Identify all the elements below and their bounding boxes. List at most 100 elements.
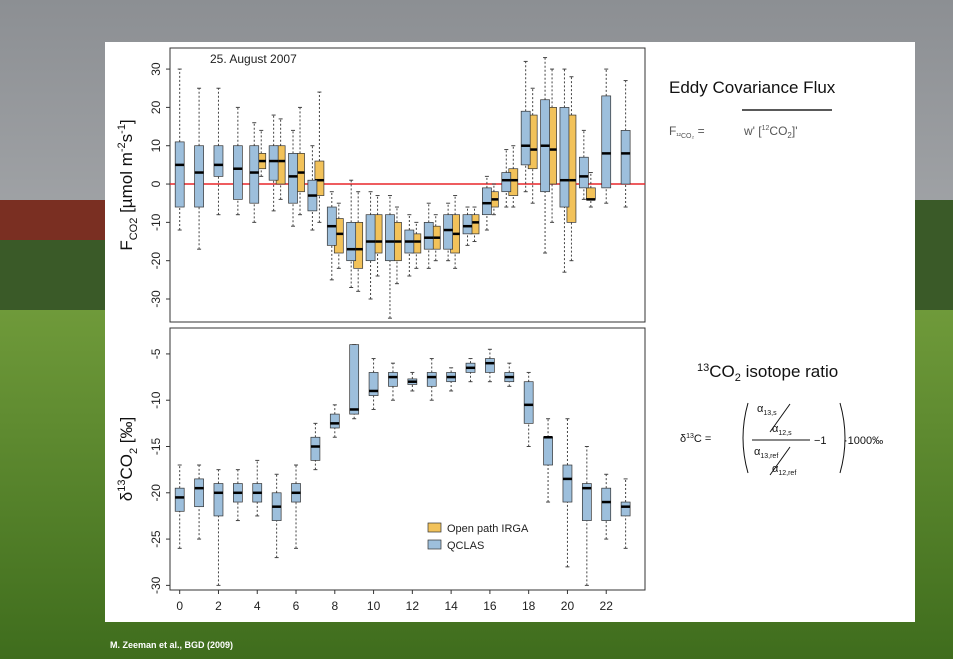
box [385, 215, 394, 261]
formula-part: F [669, 124, 676, 138]
y-label-part: CO2 [128, 218, 140, 241]
box [214, 484, 223, 516]
x-tick-label: 10 [367, 599, 381, 613]
formula-part: 13,s [763, 410, 777, 417]
x-tick-label: 2 [215, 599, 222, 613]
box [586, 188, 595, 199]
x-tick-label: 8 [331, 599, 338, 613]
box [214, 146, 223, 177]
y-tick-label: -25 [149, 530, 163, 548]
formula-part: ¹²CO₂ [676, 133, 694, 140]
formula-part: δ13C = [680, 433, 711, 445]
page: {"slide": { "flux_title": "Eddy Covarian… [0, 0, 953, 659]
box [311, 437, 320, 460]
box [195, 146, 204, 207]
x-tick-label: 12 [406, 599, 420, 613]
title-part: 13 [697, 362, 709, 374]
background-trees [0, 240, 110, 320]
formula-part: 12 [762, 125, 770, 132]
y-label-part: s [117, 134, 136, 143]
box [621, 502, 630, 516]
y-label-part: 13 [116, 480, 128, 492]
y-tick-label: -10 [149, 391, 163, 409]
y-label-part: -2 [116, 142, 128, 152]
box [388, 372, 397, 386]
box [560, 107, 569, 207]
x-tick-label: 16 [483, 599, 497, 613]
box [427, 372, 436, 386]
annotation: 25. August 2007 [210, 52, 297, 66]
y-tick-label: 0 [149, 180, 163, 187]
formula-part: ·1000‰ [844, 435, 883, 447]
x-tick-label: 4 [254, 599, 261, 613]
box [330, 414, 339, 428]
box [350, 345, 359, 414]
box [602, 96, 611, 188]
box [502, 173, 511, 192]
box [233, 146, 242, 200]
box [463, 215, 472, 234]
box [524, 382, 533, 424]
x-tick-label: 22 [600, 599, 614, 613]
box [482, 188, 491, 215]
formula-part: −1 [814, 435, 827, 447]
formula-part: 13 [686, 433, 694, 440]
y-label-part: F [117, 240, 136, 250]
box [544, 437, 553, 465]
box [250, 146, 259, 203]
y-label-part: [‰] [117, 417, 136, 448]
formula-part: 12,ref [778, 470, 796, 477]
legend-swatch [428, 523, 441, 532]
slide: -30-20-10010203025. August 2007FCO2 [µmo… [0, 0, 953, 659]
formula-part: ]' [792, 124, 798, 138]
y-tick-label: -10 [149, 213, 163, 231]
formula-part: w' [ [743, 124, 762, 138]
formula-part: = [694, 124, 704, 138]
y-tick-label: 20 [149, 100, 163, 114]
box [579, 157, 588, 188]
box [521, 111, 530, 165]
x-tick-label: 0 [176, 599, 183, 613]
isotope-title: 13CO2 isotope ratio [697, 362, 838, 384]
box [289, 153, 298, 203]
formula-part: CO [769, 124, 787, 138]
x-tick-label: 14 [444, 599, 458, 613]
x-tick-label: 20 [561, 599, 575, 613]
y-tick-label: -30 [149, 576, 163, 594]
box [347, 222, 356, 260]
y-label-part: CO [117, 454, 136, 480]
y-tick-label: 10 [149, 139, 163, 153]
legend-swatch [428, 540, 441, 549]
formula-part: 13,ref [760, 453, 778, 460]
y-tick-label: -30 [149, 290, 163, 308]
box [444, 215, 453, 249]
box [563, 465, 572, 502]
box [424, 222, 433, 249]
box [366, 215, 375, 261]
y-tick-label: -15 [149, 438, 163, 456]
box [621, 130, 630, 184]
y-label-part: -1 [116, 124, 128, 134]
formula-part: 12,s [778, 430, 792, 437]
formula-part: C = [694, 433, 711, 445]
box [175, 488, 184, 511]
y-tick-label: -5 [149, 348, 163, 359]
citation: M. Zeeman et al., BGD (2009) [110, 640, 233, 650]
title-part: isotope ratio [741, 362, 838, 381]
y-label-part: δ [117, 492, 136, 501]
y-label-part: [µmol m [117, 152, 136, 218]
x-tick-label: 18 [522, 599, 536, 613]
box [485, 359, 494, 373]
box [602, 488, 611, 520]
box [269, 146, 278, 180]
y-tick-label: 30 [149, 62, 163, 76]
legend-label: Open path IRGA [447, 523, 529, 535]
box [195, 479, 204, 507]
title-part: CO [709, 362, 735, 381]
y-tick-label: -20 [149, 484, 163, 502]
y-label-part: ] [117, 119, 136, 124]
legend-label: QCLAS [447, 540, 484, 552]
flux-title: Eddy Covariance Flux [669, 78, 836, 97]
box [175, 142, 184, 207]
x-tick-label: 6 [293, 599, 300, 613]
